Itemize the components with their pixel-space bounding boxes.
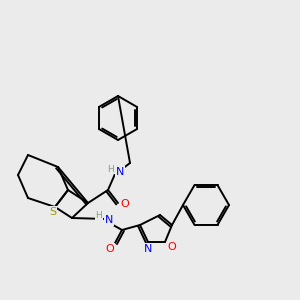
Text: N: N: [144, 244, 152, 254]
Text: S: S: [50, 207, 57, 217]
Text: N: N: [116, 167, 124, 177]
Text: O: O: [106, 244, 114, 254]
Text: O: O: [121, 199, 129, 209]
Text: N: N: [105, 215, 113, 225]
Text: H: H: [96, 212, 102, 220]
Text: H: H: [108, 164, 114, 173]
Text: O: O: [168, 242, 176, 252]
